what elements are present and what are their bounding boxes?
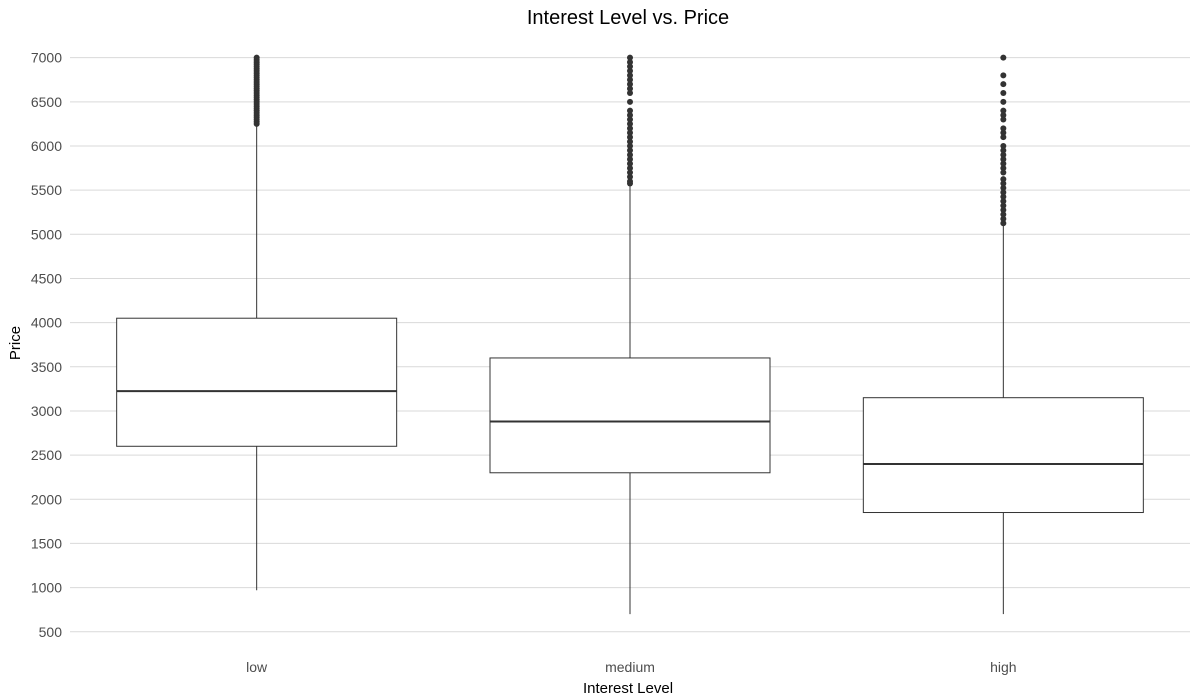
outlier-point — [627, 67, 633, 74]
outlier-point — [1000, 165, 1007, 172]
box-low — [116, 54, 398, 591]
outlier-point — [1000, 134, 1007, 141]
x-axis-title: Interest Level — [583, 680, 673, 697]
outlier-point — [1000, 202, 1007, 209]
outlier-point — [1000, 180, 1007, 187]
box-medium — [489, 54, 771, 615]
outlier-point — [1000, 160, 1007, 167]
iqr-box — [116, 317, 398, 447]
outlier-point — [1000, 142, 1007, 149]
outlier-point — [627, 156, 633, 163]
outlier-point — [1000, 169, 1007, 176]
iqr-box — [862, 397, 1144, 514]
outlier-point — [1000, 211, 1007, 218]
outlier-point — [627, 116, 633, 123]
outlier-point — [627, 173, 633, 180]
outlier-point — [253, 54, 260, 61]
outlier-point — [1000, 207, 1007, 214]
outlier-point — [627, 142, 633, 149]
y-tick-label: 6000 — [31, 138, 62, 154]
y-tick-label: 2000 — [31, 491, 62, 507]
outlier-point — [627, 165, 633, 172]
outlier-point — [627, 54, 633, 61]
outlier-point — [1000, 89, 1007, 96]
outlier-point — [1000, 147, 1007, 154]
outlier-point — [627, 147, 633, 154]
outlier-point — [627, 107, 633, 114]
x-tick-label: medium — [605, 659, 655, 675]
outlier-point — [1000, 151, 1007, 158]
outlier-point — [627, 85, 633, 92]
outlier-point — [1000, 198, 1007, 205]
y-tick-label: 3500 — [31, 359, 62, 375]
outlier-point — [627, 129, 633, 136]
y-tick-label: 6500 — [31, 94, 62, 110]
x-axis-ticks: low medium high — [246, 659, 1016, 675]
outlier-point — [627, 178, 633, 185]
outlier-point — [627, 81, 633, 88]
iqr-box — [489, 357, 771, 474]
outlier-point — [627, 125, 633, 132]
outlier-point — [1000, 112, 1007, 119]
outlier-point — [627, 89, 633, 96]
outlier-point — [627, 169, 633, 176]
outlier-point — [1000, 156, 1007, 163]
outlier-point — [627, 63, 633, 70]
y-tick-label: 3000 — [31, 403, 62, 419]
y-tick-label: 500 — [39, 624, 63, 640]
y-tick-label: 4000 — [31, 315, 62, 331]
y-axis-ticks: 500 1000 1500 2000 2500 3000 3500 4000 4500 5000 5… — [31, 50, 62, 640]
outlier-point — [1000, 54, 1007, 61]
outlier-point — [627, 76, 633, 83]
box-high — [862, 54, 1144, 615]
outlier-point — [627, 151, 633, 158]
chart-title: Interest Level vs. Price — [527, 7, 729, 29]
y-tick-label: 5000 — [31, 226, 62, 242]
y-tick-label: 4500 — [31, 270, 62, 286]
outlier-point — [627, 134, 633, 141]
outlier-point — [627, 120, 633, 127]
outlier-point — [1000, 98, 1007, 105]
outlier-point — [627, 98, 633, 105]
outlier-point — [1000, 220, 1007, 227]
outlier-point — [1000, 81, 1007, 88]
x-tick-label: low — [246, 659, 268, 675]
y-tick-label: 1000 — [31, 580, 62, 596]
outlier-point — [1000, 107, 1007, 114]
y-tick-label: 5500 — [31, 182, 62, 198]
outlier-point — [1000, 129, 1007, 136]
outlier-point — [627, 72, 633, 79]
outlier-point — [1000, 72, 1007, 79]
outlier-point — [627, 160, 633, 167]
outlier-point — [1000, 116, 1007, 123]
y-tick-label: 1500 — [31, 535, 62, 551]
outlier-point — [1000, 184, 1007, 191]
boxes — [116, 54, 1144, 615]
outlier-point — [1000, 125, 1007, 132]
y-axis-title: Price — [7, 326, 24, 360]
outlier-point — [1000, 215, 1007, 222]
outlier-point — [627, 138, 633, 145]
y-tick-label: 7000 — [31, 50, 62, 66]
outlier-point — [627, 59, 633, 66]
x-tick-label: high — [990, 659, 1016, 675]
outlier-point — [1000, 176, 1007, 183]
y-tick-label: 2500 — [31, 447, 62, 463]
outlier-point — [1000, 189, 1007, 196]
outlier-point — [627, 112, 633, 119]
outlier-point — [1000, 193, 1007, 200]
